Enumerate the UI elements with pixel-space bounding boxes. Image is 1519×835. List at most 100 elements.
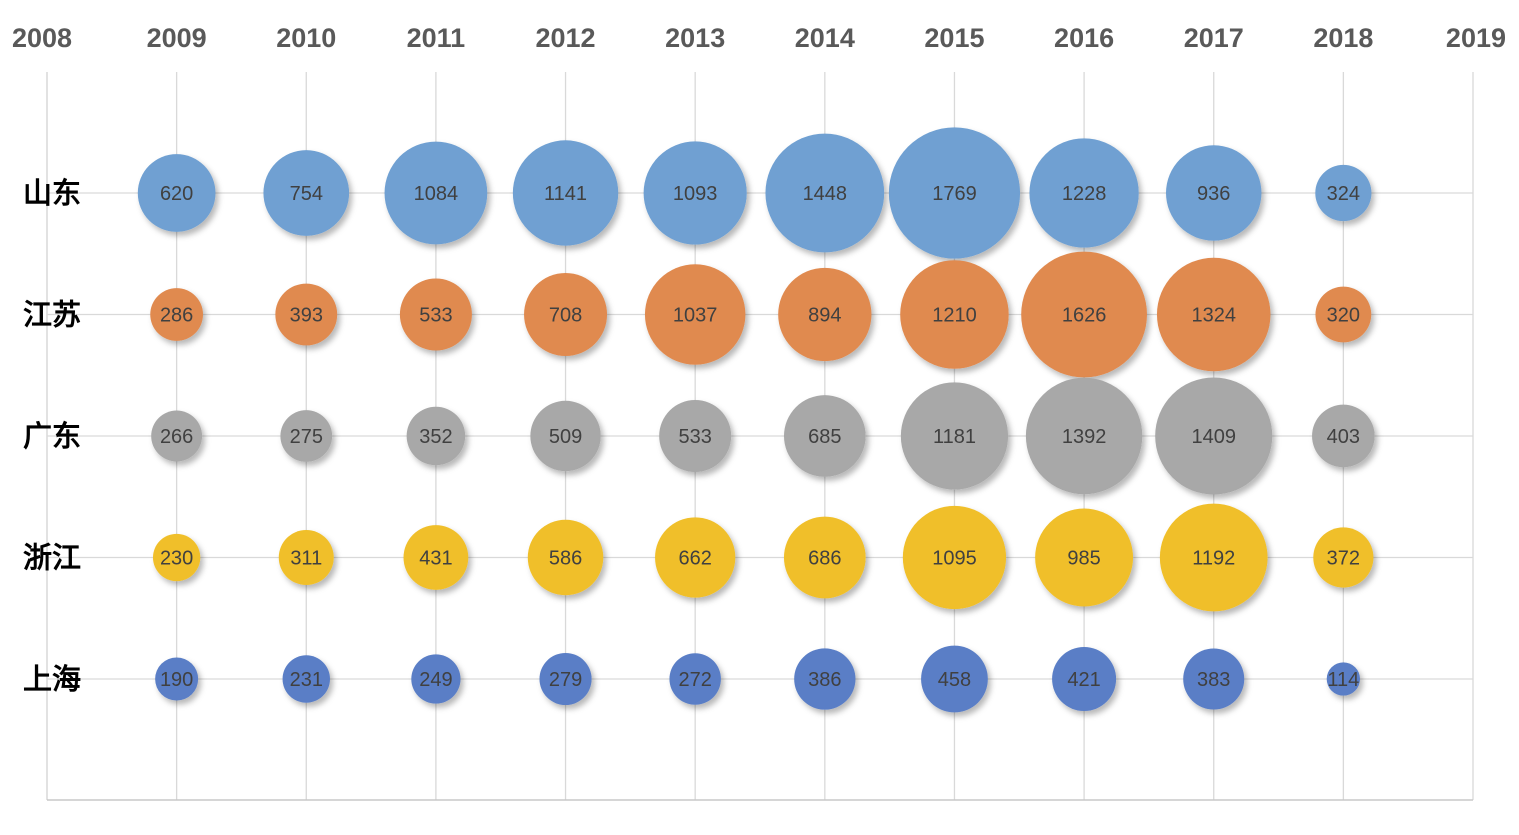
bubble-point — [406, 406, 466, 466]
bubble-point — [280, 410, 333, 462]
bubble-point — [282, 655, 330, 703]
bubble-point — [1315, 164, 1372, 222]
bubble-data-label: 533 — [678, 426, 711, 448]
bubble-point — [794, 648, 856, 710]
x-tick-label: 2009 — [147, 23, 207, 53]
bubble-data-label: 685 — [808, 426, 841, 448]
bubble-point — [527, 519, 604, 596]
bubble-point — [900, 382, 1009, 490]
bubble-data-label: 1141 — [544, 183, 587, 205]
bubble-point — [384, 141, 488, 245]
y-tick-label: 浙江 — [23, 542, 81, 575]
bubble-point — [399, 278, 472, 351]
x-tick-label: 2019 — [1446, 23, 1506, 53]
bubble-point — [1035, 508, 1134, 607]
bubble-data-label: 272 — [678, 669, 711, 691]
bubble-data-label: 1626 — [1062, 305, 1107, 327]
bubble-point — [275, 283, 338, 346]
bubble-data-label: 311 — [290, 548, 322, 570]
bubble-point — [263, 150, 350, 236]
bubble-data-label: 1037 — [673, 305, 718, 327]
bubbles — [137, 127, 1375, 713]
bubble-data-label: 686 — [808, 548, 841, 570]
bubble-point — [152, 533, 201, 582]
bubble-point — [403, 525, 469, 590]
bubble-point — [1312, 404, 1375, 468]
bubble-data-label: 431 — [419, 548, 452, 570]
bubble-point — [155, 657, 199, 701]
bubble-data-label: 1095 — [932, 548, 977, 570]
bubble-data-label: 231 — [290, 669, 323, 691]
bubble-point — [524, 272, 608, 357]
bubble-data-label: 754 — [290, 183, 323, 205]
bubble-point — [783, 395, 866, 477]
bubble-data-label: 286 — [160, 305, 193, 327]
bubble-point — [655, 517, 736, 598]
bubble-data-label: 1228 — [1062, 183, 1107, 205]
bubble-point — [1183, 648, 1245, 710]
bubble-data-label: 509 — [549, 426, 582, 448]
bubble-point — [512, 140, 619, 246]
bubble-point — [643, 141, 747, 245]
bubble-point — [1052, 646, 1117, 712]
bubble-data-label: 421 — [1067, 669, 1100, 691]
bubble-data-label: 1392 — [1062, 426, 1107, 448]
bubble-point — [900, 260, 1009, 369]
bubble-point — [783, 516, 866, 599]
bubble-data-label: 586 — [549, 548, 582, 570]
bubble-data-label: 230 — [160, 548, 193, 570]
bubble-data-label: 662 — [678, 548, 711, 570]
bubble-data-label: 352 — [419, 426, 452, 448]
x-tick-label: 2011 — [407, 23, 466, 53]
bubble-data-label: 1192 — [1192, 548, 1235, 570]
bubble-data-label: 279 — [549, 669, 582, 691]
bubble-point — [151, 410, 203, 462]
y-tick-label: 江苏 — [23, 299, 81, 332]
bubble-data-label: 275 — [290, 426, 323, 448]
x-axis-ticks: 2008 2009 2010 2011 2012 2013 2014 2015 2016 2017… — [12, 23, 1506, 53]
bubble-data-label: 894 — [808, 305, 841, 327]
bubble-data-label: 372 — [1327, 548, 1360, 570]
bubble-data-label: 533 — [419, 305, 452, 327]
y-tick-label: 上海 — [23, 663, 81, 696]
bubble-point — [765, 133, 885, 253]
bubble-point — [1326, 662, 1361, 696]
bubble-data-label: 1084 — [414, 183, 459, 205]
bubble-data-label: 1181 — [933, 426, 976, 448]
bubble-data-label: 403 — [1327, 426, 1360, 448]
x-tick-label: 2018 — [1313, 23, 1373, 53]
bubble-point — [921, 645, 988, 713]
bubble-point — [1313, 527, 1374, 588]
x-tick-label: 2015 — [924, 23, 984, 53]
bubble-point — [669, 653, 721, 705]
y-tick-label: 广东 — [23, 419, 81, 453]
bubble-data-label: 708 — [549, 305, 582, 327]
x-tick-label: 2016 — [1054, 23, 1114, 53]
bubble-data-label: 458 — [938, 669, 971, 691]
bubble-point — [1156, 257, 1271, 372]
bubble-point — [539, 652, 592, 706]
x-tick-label: 2017 — [1184, 23, 1244, 53]
x-tick-label: 2010 — [276, 23, 336, 53]
bubble-data-label: 1324 — [1191, 305, 1236, 327]
bubble-data-label: 393 — [290, 305, 323, 327]
bubble-data-label: 620 — [160, 183, 193, 205]
bubble-data-label: 324 — [1327, 183, 1360, 205]
bubble-point — [1159, 503, 1268, 612]
bubble-data-label: 1769 — [932, 183, 977, 205]
bubble-point — [278, 529, 334, 586]
bubble-data-label: 1210 — [932, 305, 977, 327]
bubble-data-label: 190 — [160, 669, 193, 691]
bubble-point — [1021, 251, 1147, 378]
x-tick-label: 2008 — [12, 23, 72, 53]
bubble-data-label: 1409 — [1191, 426, 1236, 448]
bubble-data-label: 383 — [1197, 669, 1230, 691]
bubble-point — [1315, 286, 1372, 343]
y-tick-label: 山东 — [23, 176, 81, 210]
bubble-point — [644, 264, 746, 365]
bubble-point — [150, 288, 204, 341]
x-tick-label: 2012 — [536, 23, 596, 53]
